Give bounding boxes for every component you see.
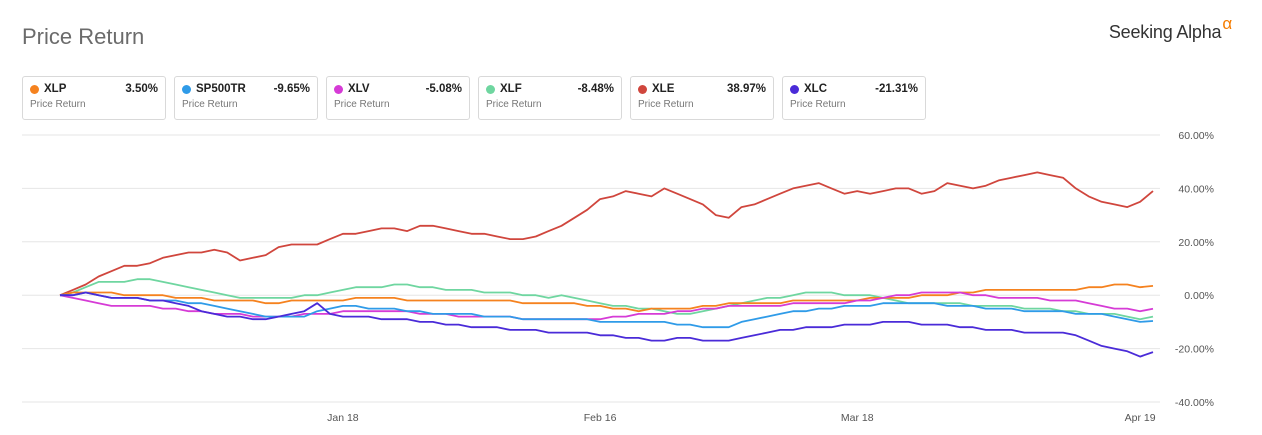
y-tick-label: 40.00% [1178,183,1214,195]
legend-card-xlc[interactable]: XLC -21.31% Price Return [782,76,926,120]
legend-ticker: XLC [790,83,827,95]
y-tick-label: 20.00% [1178,237,1214,249]
legend-card-sp500tr[interactable]: SP500TR -9.65% Price Return [174,76,318,120]
legend-value: -21.31% [875,83,918,95]
legend-card-header: XLP 3.50% [30,83,158,95]
brand-name: Seeking Alpha [1108,22,1222,42]
legend-ticker-label: XLP [44,83,67,95]
legend-ticker: XLE [638,83,674,95]
y-tick-label: 0.00% [1184,290,1214,302]
legend-subtitle: Price Return [790,99,846,110]
legend: XLP 3.50% Price Return SP500TR -9.65% Price R… [22,76,926,120]
y-tick-label: 60.00% [1178,130,1214,142]
series-line-xlp [59,283,1154,313]
legend-card-header: XLC -21.31% [790,83,918,95]
legend-subtitle: Price Return [334,99,390,110]
y-tick-label: -40.00% [1175,397,1214,409]
legend-card-xle[interactable]: XLE 38.97% Price Return [630,76,774,120]
legend-ticker-label: XLE [652,83,675,95]
legend-ticker-label: XLC [804,83,827,95]
x-tick-label: Apr 19 [1125,412,1156,424]
legend-ticker: XLF [486,83,522,95]
brand-logo: Seeking Alphaα [1108,14,1232,43]
legend-card-xlv[interactable]: XLV -5.08% Price Return [326,76,470,120]
legend-ticker: XLP [30,83,66,95]
legend-ticker-label: XLV [348,83,370,95]
alpha-icon: α [1222,14,1232,33]
legend-card-header: SP500TR -9.65% [182,83,310,95]
legend-subtitle: Price Return [486,99,542,110]
legend-card-xlf[interactable]: XLF -8.48% Price Return [478,76,622,120]
legend-value: -9.65% [273,83,310,95]
legend-subtitle: Price Return [30,99,86,110]
legend-value: -8.48% [577,83,614,95]
series-dot-icon [30,84,39,94]
legend-ticker-label: SP500TR [196,83,246,95]
legend-subtitle: Price Return [182,99,238,110]
legend-value: -5.08% [425,83,462,95]
series-line-xlc [60,291,1154,358]
series-dot-icon [790,84,799,94]
legend-card-xlp[interactable]: XLP 3.50% Price Return [22,76,166,120]
legend-card-header: XLF -8.48% [486,83,614,95]
legend-value: 38.97% [726,83,766,95]
x-tick-label: Jan 18 [327,412,359,424]
legend-ticker: SP500TR [182,83,246,95]
series-dot-icon [486,84,495,94]
series-line-sp500tr [60,291,1154,329]
legend-card-header: XLV -5.08% [334,83,462,95]
legend-ticker-label: XLF [500,83,522,95]
legend-card-header: XLE 38.97% [638,83,766,95]
series-dot-icon [334,84,343,94]
series-dot-icon [638,84,647,94]
series-dot-icon [182,84,191,94]
x-tick-label: Feb 16 [584,412,617,424]
series-line-xle [59,171,1154,297]
legend-subtitle: Price Return [638,99,694,110]
series-line-xlv [59,291,1154,321]
x-tick-label: Mar 18 [841,412,874,424]
page-title: Price Return [22,24,145,49]
legend-value: 3.50% [125,83,158,95]
legend-ticker: XLV [334,83,370,95]
y-tick-label: -20.00% [1175,344,1214,356]
